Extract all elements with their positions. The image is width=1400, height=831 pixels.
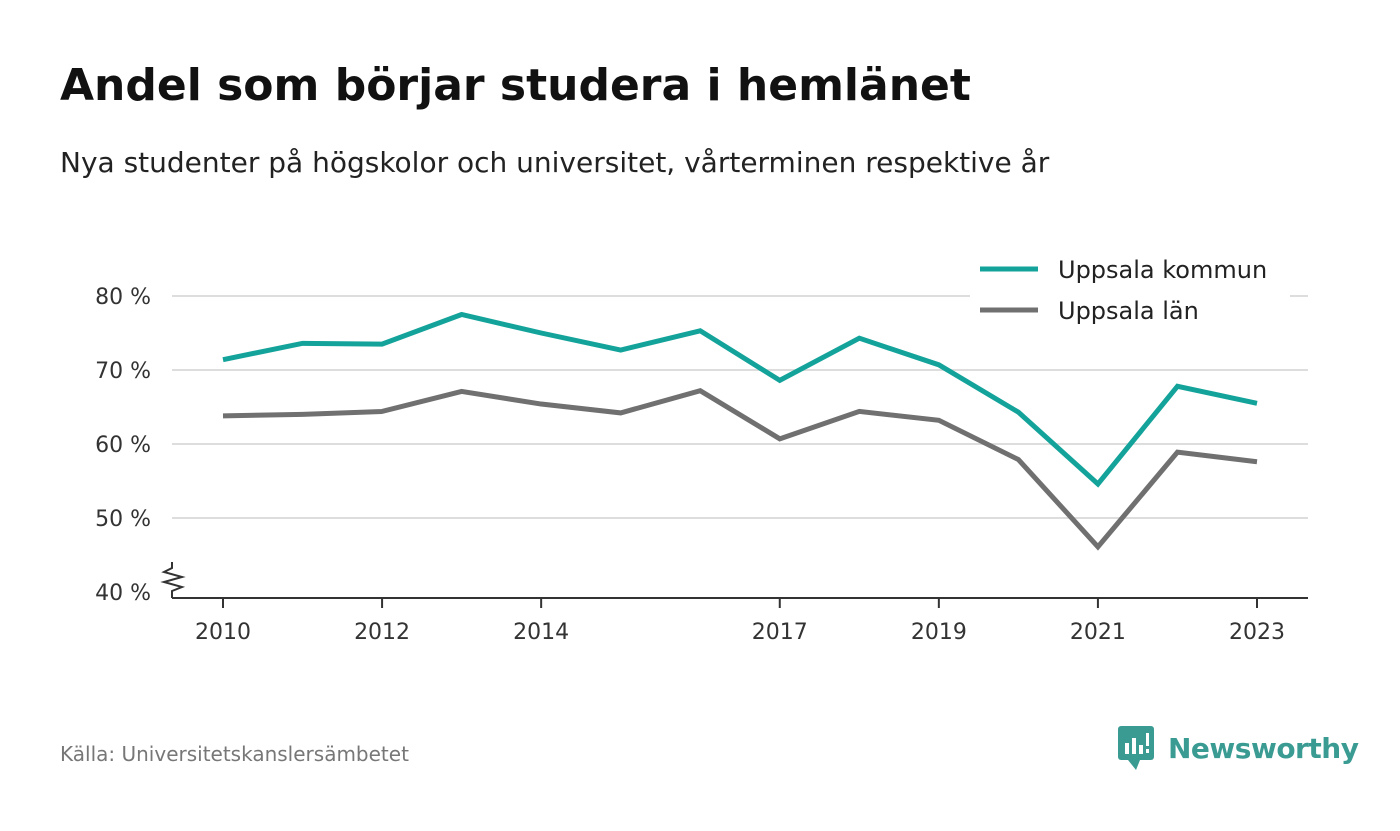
x-axis-ticks: 2010 2012 2014 2017 2019 2021 2023 bbox=[195, 598, 1285, 645]
legend-label-0: Uppsala kommun bbox=[1058, 256, 1267, 284]
line-chart: 40 %50 %60 %70 %80 % 2010 2012 2014 2017 201… bbox=[95, 252, 1308, 645]
x-tick-label: 2014 bbox=[513, 620, 569, 645]
y-tick-label: 40 % bbox=[95, 581, 151, 606]
source-note: Källa: Universitetskanslersämbetet bbox=[60, 742, 409, 766]
series-line-1 bbox=[222, 388, 1258, 551]
chart-title: Andel som börjar studera i hemlänet bbox=[60, 60, 971, 111]
x-tick-label: 2010 bbox=[195, 620, 251, 645]
x-tick-label: 2023 bbox=[1229, 620, 1285, 645]
y-tick-label: 70 % bbox=[95, 359, 151, 384]
x-tick-label: 2012 bbox=[354, 620, 410, 645]
series-lines bbox=[222, 311, 1258, 551]
x-tick-label: 2019 bbox=[911, 620, 967, 645]
legend-background bbox=[970, 252, 1290, 334]
x-tick-label: 2017 bbox=[752, 620, 808, 645]
legend: Uppsala kommun Uppsala län bbox=[970, 252, 1290, 334]
legend-label-1: Uppsala län bbox=[1058, 297, 1199, 325]
y-tick-label: 50 % bbox=[95, 507, 151, 532]
newsworthy-logo-icon bbox=[1118, 726, 1154, 770]
axis-break-icon bbox=[160, 562, 186, 598]
chart-subtitle: Nya studenter på högskolor och universit… bbox=[60, 146, 1050, 179]
x-tick-label: 2021 bbox=[1070, 620, 1126, 645]
series-line-0 bbox=[222, 311, 1258, 488]
y-tick-label: 60 % bbox=[95, 433, 151, 458]
y-axis-ticks: 40 % 50 % 60 % 70 % 80 % bbox=[95, 285, 151, 606]
brand-name: Newsworthy bbox=[1168, 731, 1359, 765]
brand-logo: Newsworthy bbox=[1118, 726, 1359, 770]
y-tick-label: 80 % bbox=[95, 285, 151, 310]
